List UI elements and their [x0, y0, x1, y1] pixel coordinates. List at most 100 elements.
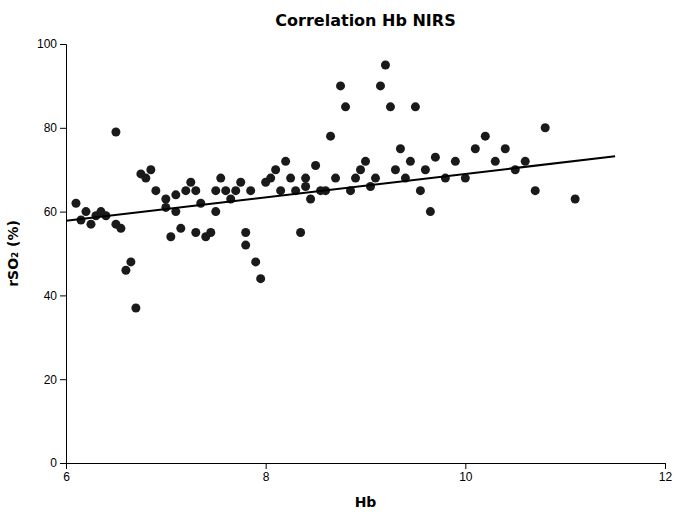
point: [141, 174, 150, 183]
point: [331, 174, 340, 183]
point: [131, 303, 140, 312]
point: [256, 274, 265, 283]
point: [266, 174, 275, 183]
tick-label: 0: [50, 456, 57, 470]
point: [176, 224, 185, 233]
point: [211, 186, 220, 195]
point: [511, 165, 520, 174]
point: [221, 186, 230, 195]
point: [421, 165, 430, 174]
point: [521, 157, 530, 166]
tick: 60: [44, 205, 66, 219]
point: [271, 165, 280, 174]
point: [86, 220, 95, 229]
x-axis-line: [67, 464, 666, 470]
regression-line: [66, 156, 615, 221]
title: Correlation Hb NIRS: [275, 11, 455, 30]
tick-label: 8: [263, 470, 270, 484]
y-axis-title: rSO₂ (%): [5, 220, 21, 287]
point: [246, 186, 255, 195]
tick: 100: [37, 37, 66, 51]
point: [161, 203, 170, 212]
chart: 681012020406080100Correlation Hb NIRSHbr…: [0, 0, 689, 521]
tick-mark: [266, 463, 267, 469]
point: [196, 199, 205, 208]
tick-label: 12: [659, 470, 673, 484]
point: [121, 266, 130, 275]
point: [356, 165, 365, 174]
point: [336, 81, 345, 90]
point: [326, 132, 335, 141]
point: [281, 157, 290, 166]
point: [161, 195, 170, 204]
point: [471, 144, 480, 153]
point: [411, 102, 420, 111]
point: [276, 186, 285, 195]
point: [236, 178, 245, 187]
point: [311, 161, 320, 170]
point: [151, 186, 160, 195]
point: [186, 178, 195, 187]
point: [191, 228, 200, 237]
tick-label: 20: [44, 373, 58, 387]
tick: 10: [459, 463, 473, 484]
point: [381, 60, 390, 69]
tick: 20: [44, 373, 66, 387]
plot: 681012020406080100: [37, 37, 673, 483]
point: [146, 165, 155, 174]
point: [181, 186, 190, 195]
point: [406, 157, 415, 166]
point: [306, 195, 315, 204]
point: [351, 174, 360, 183]
point: [491, 157, 500, 166]
point: [286, 174, 295, 183]
tick-mark: [60, 44, 66, 45]
point: [366, 182, 375, 191]
point: [481, 132, 490, 141]
tick: 0: [50, 456, 66, 470]
tick-mark: [60, 212, 66, 213]
tick-label: 10: [459, 470, 473, 484]
point: [296, 228, 305, 237]
point: [241, 241, 250, 250]
points: [71, 60, 579, 312]
point: [301, 182, 310, 191]
point: [71, 199, 80, 208]
tick: 40: [44, 289, 66, 303]
tick-mark: [60, 379, 66, 380]
tick-label: 80: [44, 121, 58, 135]
tick: 80: [44, 121, 66, 135]
point: [211, 207, 220, 216]
tick: 12: [659, 463, 673, 484]
tick-mark: [665, 463, 666, 469]
tick-label: 100: [37, 37, 57, 51]
point: [541, 123, 550, 132]
point: [231, 186, 240, 195]
point: [191, 186, 200, 195]
y-axis: 0 20 40 60 80 100: [37, 37, 67, 470]
point: [376, 81, 385, 90]
point: [251, 257, 260, 266]
point: [206, 228, 215, 237]
x-axis-title: Hb: [355, 494, 377, 510]
tick: 8: [263, 463, 270, 484]
point: [531, 186, 540, 195]
tick-mark: [60, 295, 66, 296]
point: [371, 174, 380, 183]
point: [81, 207, 90, 216]
point: [116, 224, 125, 233]
point: [431, 153, 440, 162]
tick-label: 60: [44, 205, 58, 219]
marks: [66, 60, 615, 312]
point: [571, 195, 580, 204]
point: [166, 232, 175, 241]
tick-label: 40: [44, 289, 58, 303]
point: [241, 228, 250, 237]
tick-mark: [60, 463, 66, 464]
point: [341, 102, 350, 111]
point: [171, 190, 180, 199]
y-axis-line: [60, 45, 67, 464]
point: [301, 174, 310, 183]
point: [426, 207, 435, 216]
point: [451, 157, 460, 166]
